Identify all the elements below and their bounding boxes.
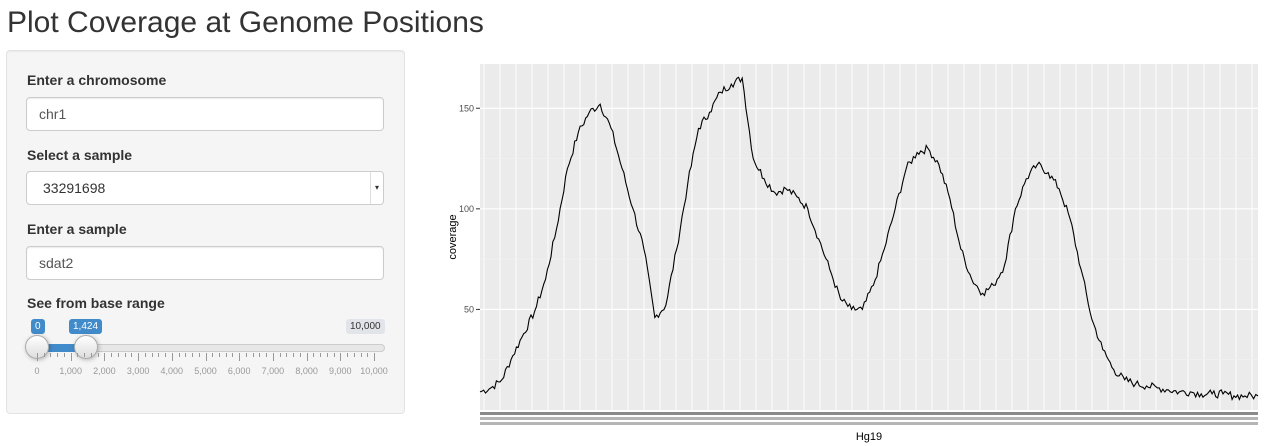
range-slider-fill	[37, 344, 87, 352]
sample-select[interactable]: 33291698 ▾	[26, 171, 384, 205]
y-axis: 50 100 150	[459, 103, 480, 314]
x-axis-title: Hg19	[856, 431, 882, 443]
sample-select-value: 33291698	[43, 180, 106, 196]
sample-input-label: Enter a sample	[27, 221, 127, 237]
page-title: Plot Coverage at Genome Positions	[7, 6, 484, 39]
y-tick-label: 50	[464, 304, 474, 314]
coverage-series-line	[479, 76, 1259, 402]
range-from-badge: 0	[31, 319, 45, 334]
y-tick-label: 150	[459, 103, 474, 113]
x-axis	[480, 412, 1258, 425]
x-tick-labels-band	[480, 417, 1258, 420]
sidebar-panel: Enter a chromosome Select a sample 33291…	[6, 50, 405, 414]
sample-select-label: Select a sample	[27, 147, 133, 163]
chevron-down-icon[interactable]: ▾	[370, 172, 383, 204]
chromosome-input[interactable]	[26, 97, 384, 131]
range-to-badge: 1,424	[69, 319, 103, 334]
plot-gridlines	[480, 64, 1258, 410]
y-axis-title: coverage	[447, 214, 459, 259]
y-tick-label: 100	[459, 204, 474, 214]
range-max-badge: 10,000	[346, 319, 385, 334]
x-tick-labels-band	[480, 422, 1258, 425]
x-tick-labels-band	[480, 412, 1258, 415]
range-slider-label: See from base range	[27, 295, 165, 311]
chromosome-label: Enter a chromosome	[27, 72, 167, 88]
sample-input[interactable]	[26, 246, 384, 280]
